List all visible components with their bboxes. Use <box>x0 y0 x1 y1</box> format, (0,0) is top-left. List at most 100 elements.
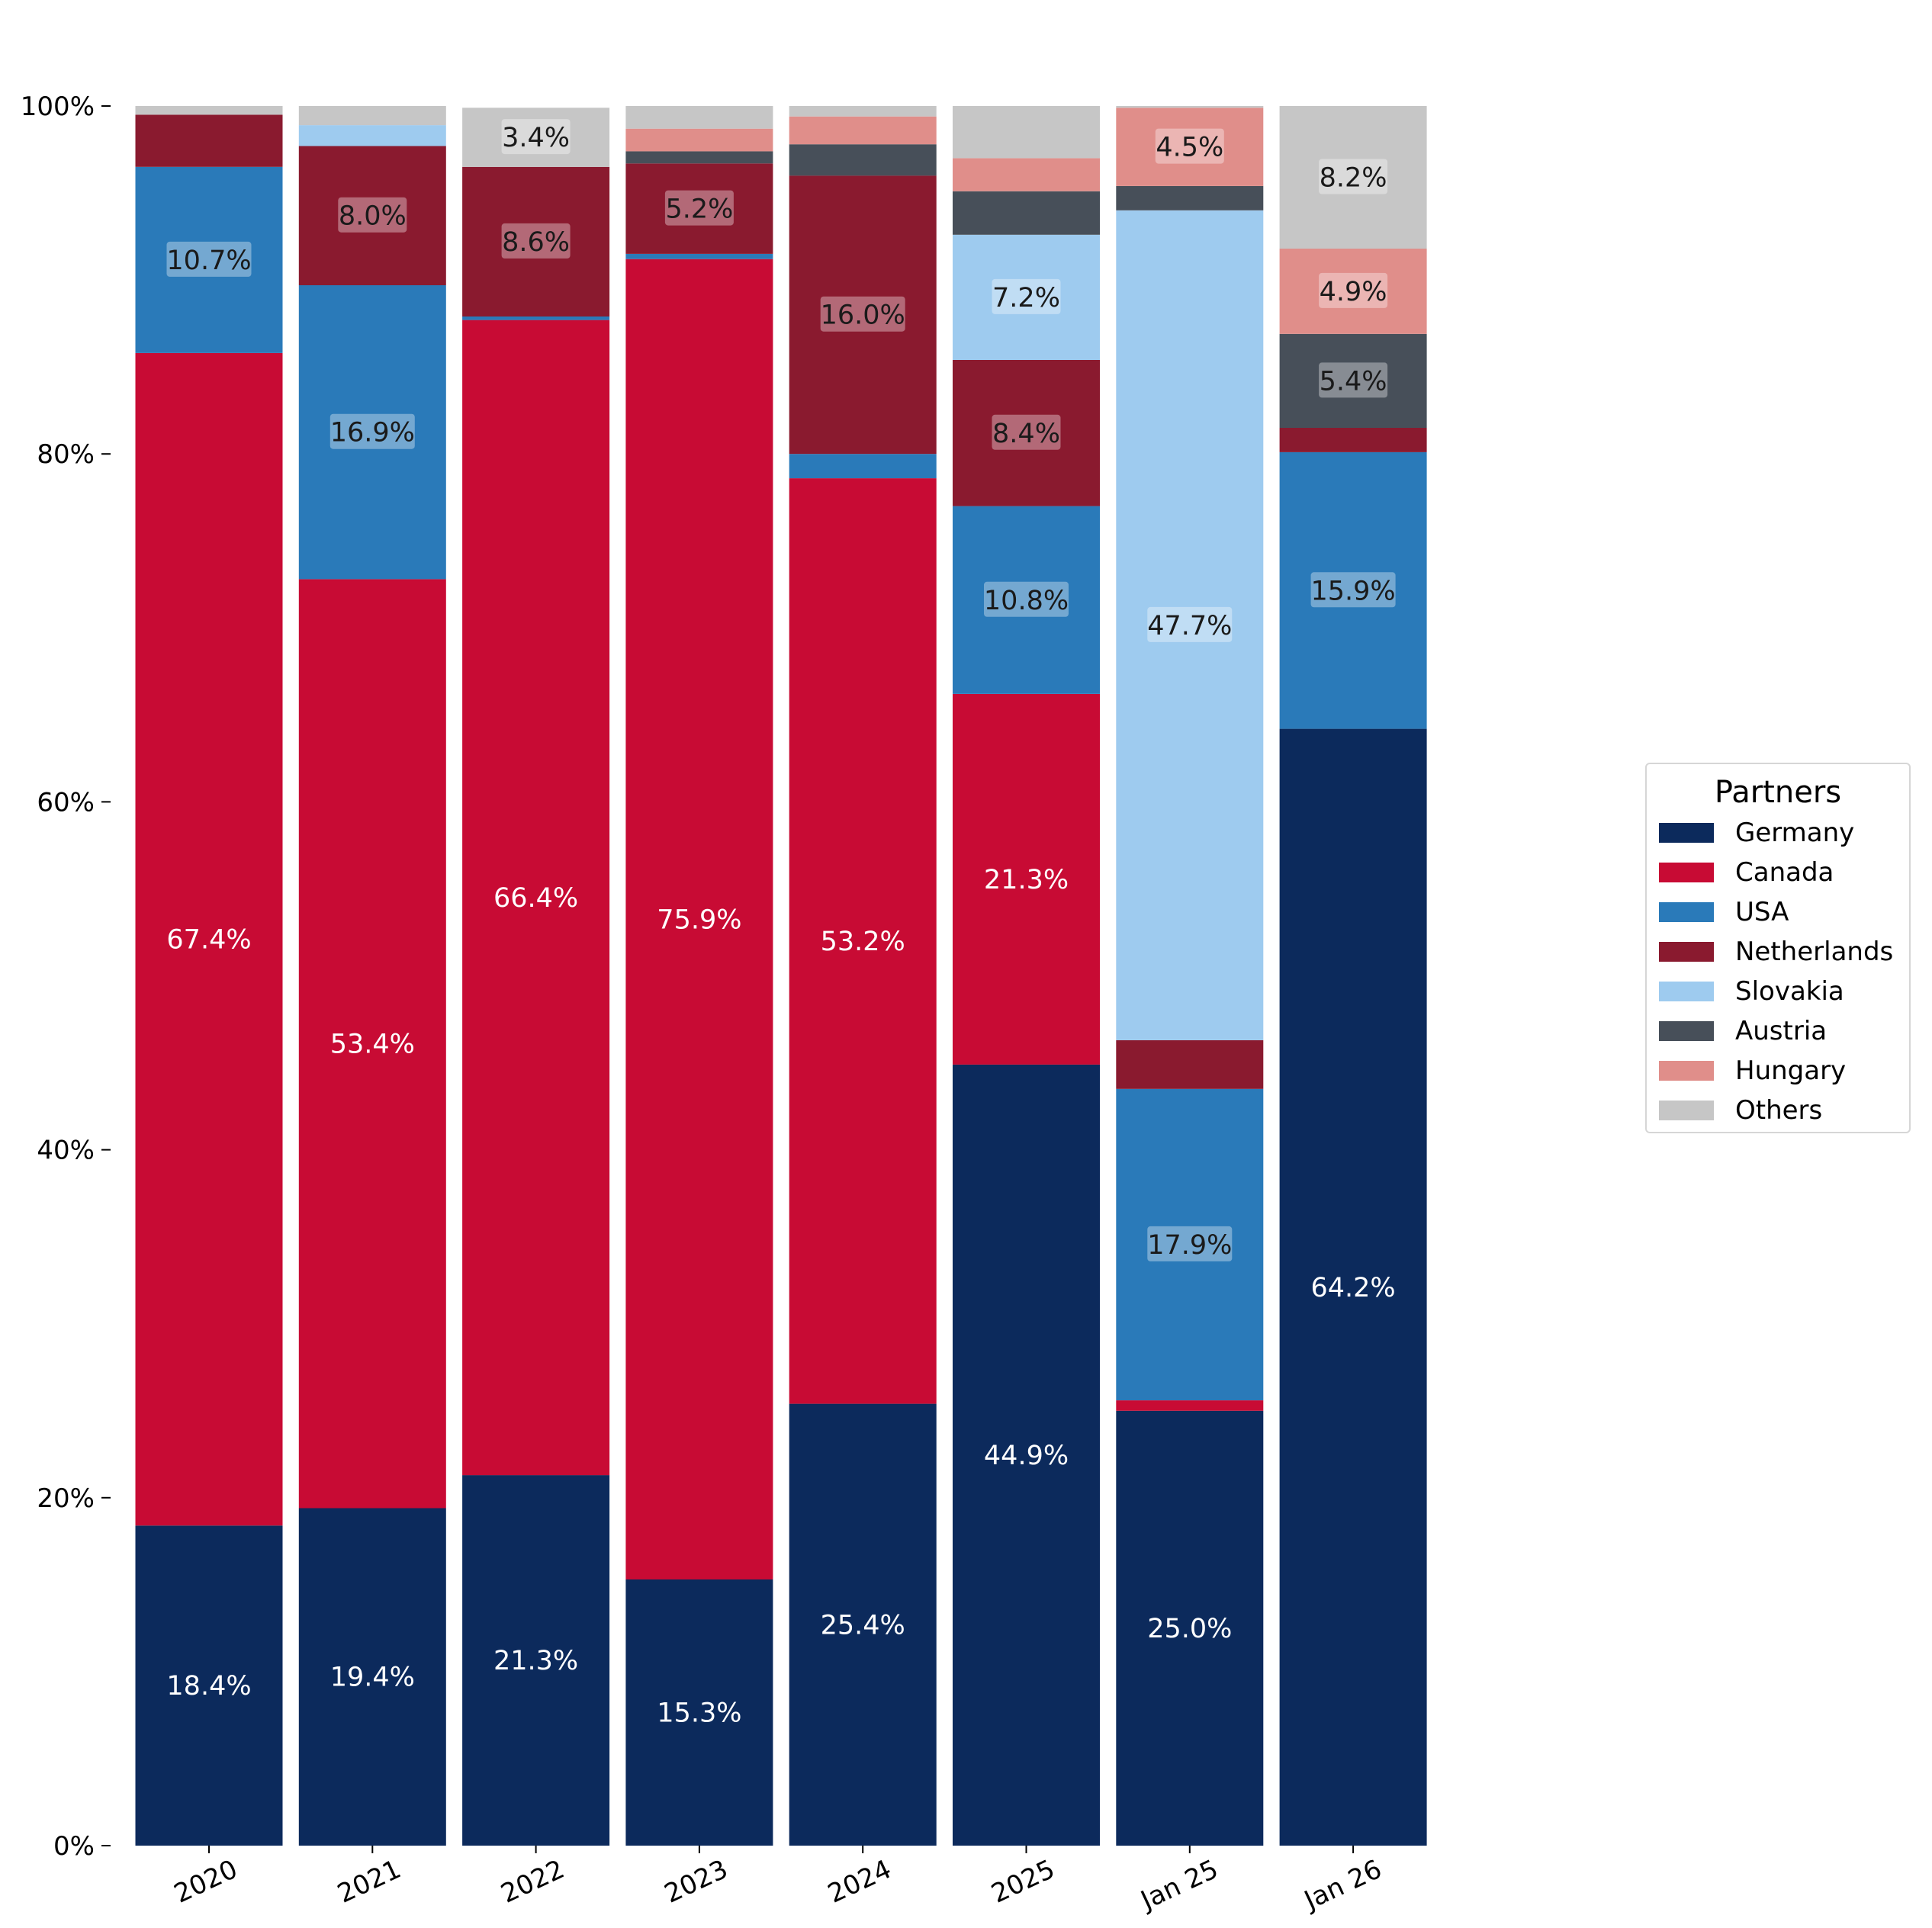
bar-segment-others-2020 <box>135 106 283 115</box>
legend-swatch <box>1659 1061 1714 1081</box>
y-tick-label: 60% <box>37 787 95 818</box>
legend-swatch <box>1659 942 1714 962</box>
svg-text:16.9%: 16.9% <box>330 418 415 448</box>
bar-segment-austria-jan-26 <box>1279 333 1427 428</box>
svg-text:8.6%: 8.6% <box>502 227 570 258</box>
legend-item-austria: Austria <box>1659 1016 1827 1046</box>
bar-segment-netherlands-2020 <box>135 114 283 167</box>
legend-label: Slovakia <box>1735 976 1844 1007</box>
legend: Partners Germany Canada USA Netherlands Slov… <box>1645 763 1911 1133</box>
data-label-austria-jan-26: 5.4% <box>1319 362 1388 398</box>
data-label-slovakia-jan-25: 47.7% <box>1147 606 1232 642</box>
bar-segment-netherlands-2022 <box>462 166 610 317</box>
svg-text:8.4%: 8.4% <box>992 419 1060 449</box>
data-label-netherlands-2022: 8.6% <box>501 223 571 259</box>
svg-text:3.4%: 3.4% <box>502 123 570 153</box>
bar-segment-germany-jan-25 <box>1116 1410 1264 1846</box>
y-tick-label: 20% <box>37 1483 95 1514</box>
bar-segment-slovakia-jan-25 <box>1116 210 1264 1040</box>
legend-swatch <box>1659 823 1714 843</box>
svg-text:16.0%: 16.0% <box>821 300 905 331</box>
svg-text:18.4%: 18.4% <box>166 1671 251 1701</box>
bar-segment-hungary-2025 <box>953 158 1100 191</box>
legend-swatch <box>1659 902 1714 922</box>
data-label-usa-2025: 10.8% <box>984 581 1069 617</box>
svg-text:19.4%: 19.4% <box>330 1663 415 1693</box>
x-tick-label: 2020 <box>169 1854 242 1910</box>
legend-label: Others <box>1735 1095 1823 1126</box>
svg-text:8.2%: 8.2% <box>1320 163 1387 194</box>
legend-swatch <box>1659 982 1714 1001</box>
x-tick-label: 2025 <box>987 1854 1059 1910</box>
bar-segment-netherlands-2024 <box>789 175 937 455</box>
data-label-canada-2020: 67.4% <box>166 925 251 956</box>
data-label-netherlands-2025: 8.4% <box>992 414 1061 450</box>
bar-segment-hungary-2024 <box>789 116 937 145</box>
bar-segment-canada-2024 <box>789 478 937 1404</box>
bar-segment-usa-jan-25 <box>1116 1088 1264 1401</box>
bar-segment-others-2022 <box>462 108 610 167</box>
svg-text:10.7%: 10.7% <box>166 246 251 276</box>
x-tick-label: 2024 <box>823 1854 895 1910</box>
bar-segment-austria-2024 <box>789 144 937 176</box>
legend-item-slovakia: Slovakia <box>1659 976 1844 1007</box>
y-axis: 0% 20% 40% 60% 80% 100% <box>21 92 111 1862</box>
svg-text:44.9%: 44.9% <box>984 1441 1069 1471</box>
bar-segment-germany-2023 <box>625 1579 773 1846</box>
bar-segment-netherlands-2025 <box>953 360 1100 506</box>
bar-segment-others-2023 <box>625 106 773 129</box>
bar-segment-others-jan-26 <box>1279 106 1427 249</box>
svg-text:67.4%: 67.4% <box>166 925 251 956</box>
legend-title: Partners <box>1714 775 1842 810</box>
data-label-canada-2024: 53.2% <box>821 927 905 957</box>
svg-text:17.9%: 17.9% <box>1147 1230 1232 1261</box>
x-tick-label: Jan 26 <box>1298 1854 1386 1917</box>
svg-text:64.2%: 64.2% <box>1311 1273 1396 1303</box>
svg-text:4.9%: 4.9% <box>1320 277 1387 307</box>
bar-segment-netherlands-2021 <box>298 146 446 285</box>
data-label-germany-2021: 19.4% <box>330 1663 415 1693</box>
data-label-canada-2025: 21.3% <box>984 865 1069 895</box>
data-label-hungary-jan-26: 4.9% <box>1319 272 1388 308</box>
bar-segment-germany-2025 <box>953 1064 1100 1846</box>
x-tick-label: 2022 <box>497 1854 569 1910</box>
bar-segment-germany-2021 <box>298 1508 446 1846</box>
svg-text:25.4%: 25.4% <box>821 1610 905 1640</box>
bar-segment-germany-jan-26 <box>1279 728 1427 1846</box>
data-label-canada-2023: 75.9% <box>657 905 741 935</box>
data-label-slovakia-2025: 7.2% <box>992 278 1061 314</box>
legend-item-others: Others <box>1659 1095 1822 1126</box>
legend-item-usa: USA <box>1659 897 1789 927</box>
legend-label: USA <box>1735 897 1789 927</box>
bar-segment-hungary-2023 <box>625 128 773 152</box>
bar-segment-hungary-jan-26 <box>1279 249 1427 334</box>
segment-labels-layer: 18.4% 67.4% 10.7% 19.4% 53.4% 16.9% 8.0% 21.3% 6… <box>166 119 1396 1729</box>
svg-text:21.3%: 21.3% <box>984 865 1069 895</box>
svg-text:75.9%: 75.9% <box>657 905 741 935</box>
svg-text:15.3%: 15.3% <box>657 1698 741 1729</box>
legend-label: Germany <box>1735 818 1855 848</box>
bar-segment-netherlands-jan-26 <box>1279 428 1427 452</box>
data-label-germany-jan-25: 25.0% <box>1147 1614 1232 1644</box>
bar-segment-usa-2020 <box>135 166 283 353</box>
data-label-usa-jan-26: 15.9% <box>1311 572 1396 608</box>
x-tick-label: 2023 <box>660 1854 732 1910</box>
legend-item-netherlands: Netherlands <box>1659 937 1893 967</box>
legend-swatch <box>1659 1021 1714 1041</box>
svg-text:15.9%: 15.9% <box>1311 576 1396 606</box>
legend-item-hungary: Hungary <box>1659 1056 1846 1086</box>
data-label-germany-2022: 21.3% <box>493 1646 578 1676</box>
bars-layer <box>135 106 1427 1846</box>
svg-text:21.3%: 21.3% <box>493 1646 578 1676</box>
bar-segment-slovakia-2025 <box>953 234 1100 360</box>
svg-text:7.2%: 7.2% <box>992 283 1060 313</box>
bar-segment-others-2024 <box>789 106 937 117</box>
bar-segment-germany-2024 <box>789 1403 937 1846</box>
data-label-germany-2025: 44.9% <box>984 1441 1069 1471</box>
legend-label: Canada <box>1735 857 1834 888</box>
svg-text:53.4%: 53.4% <box>330 1030 415 1060</box>
legend-label: Austria <box>1735 1016 1828 1046</box>
legend-label: Netherlands <box>1735 937 1894 967</box>
x-tick-label: 2021 <box>333 1854 406 1910</box>
